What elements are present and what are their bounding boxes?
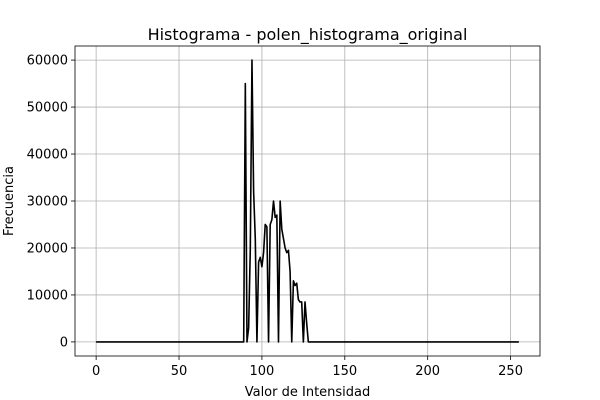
x-tick-label: 50 (171, 364, 188, 379)
x-tick-label: 200 (415, 364, 440, 379)
x-tick-label: 150 (332, 364, 357, 379)
x-tick-label: 100 (249, 364, 274, 379)
y-tick-label: 10000 (27, 288, 68, 303)
y-axis-label: Frecuencia (2, 166, 17, 236)
y-tick-label: 60000 (27, 54, 68, 69)
x-tick-label: 0 (92, 364, 100, 379)
chart-title: Histograma - polen_histograma_original (148, 25, 468, 45)
y-tick-label: 50000 (27, 101, 68, 116)
x-tick-label: 250 (498, 364, 523, 379)
y-tick-label: 0 (60, 335, 68, 350)
y-tick-label: 20000 (27, 241, 68, 256)
ticks-layer: 0 50 100 150 200 250 0 10000 20000 30000 40000 5000… (27, 54, 523, 379)
grid-layer (75, 46, 540, 356)
y-tick-label: 30000 (27, 195, 68, 210)
y-tick-label: 40000 (27, 148, 68, 163)
x-axis-label: Valor de Intensidad (245, 385, 371, 400)
histogram-line (96, 59, 519, 343)
plot-frame (74, 45, 541, 357)
series-layer (96, 59, 519, 343)
